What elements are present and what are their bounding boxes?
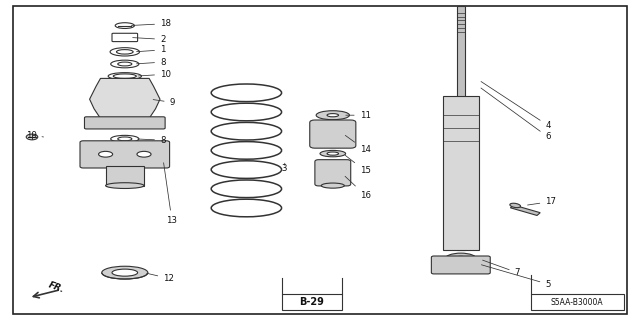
FancyBboxPatch shape <box>84 117 165 129</box>
Ellipse shape <box>327 114 339 117</box>
Text: 16: 16 <box>345 176 371 200</box>
Ellipse shape <box>510 203 520 208</box>
Ellipse shape <box>26 134 38 140</box>
Text: S5AA-B3000A: S5AA-B3000A <box>551 298 604 307</box>
Text: 14: 14 <box>346 135 371 154</box>
FancyBboxPatch shape <box>310 120 356 148</box>
Text: 1: 1 <box>136 45 166 54</box>
Bar <box>443 96 479 250</box>
Text: 2: 2 <box>132 35 166 44</box>
Text: 8: 8 <box>138 136 166 145</box>
Text: 5: 5 <box>481 265 551 289</box>
Text: 18: 18 <box>131 19 171 28</box>
Text: 6: 6 <box>481 88 551 141</box>
Text: 15: 15 <box>345 155 371 175</box>
Ellipse shape <box>316 111 349 120</box>
Text: 17: 17 <box>527 197 556 206</box>
Text: 7: 7 <box>483 260 520 277</box>
Ellipse shape <box>99 151 113 157</box>
Text: 4: 4 <box>481 82 551 130</box>
Text: 19: 19 <box>26 131 44 140</box>
Bar <box>282 294 342 310</box>
Text: 9: 9 <box>153 98 175 107</box>
Ellipse shape <box>320 150 346 157</box>
Text: B-29: B-29 <box>300 297 324 308</box>
Ellipse shape <box>321 183 344 188</box>
Text: 3: 3 <box>282 163 287 172</box>
Bar <box>457 6 465 250</box>
Bar <box>511 205 540 215</box>
Ellipse shape <box>454 256 468 262</box>
Text: 13: 13 <box>164 163 177 225</box>
Text: 12: 12 <box>147 273 174 283</box>
Ellipse shape <box>102 266 148 279</box>
FancyBboxPatch shape <box>80 141 170 168</box>
Polygon shape <box>90 78 160 118</box>
Ellipse shape <box>137 151 151 157</box>
Ellipse shape <box>106 183 144 188</box>
Text: 10: 10 <box>138 70 171 79</box>
FancyBboxPatch shape <box>431 256 490 274</box>
Ellipse shape <box>327 152 339 155</box>
Bar <box>531 294 624 310</box>
Bar <box>106 166 144 186</box>
Text: 8: 8 <box>136 58 166 67</box>
Ellipse shape <box>112 269 138 276</box>
FancyBboxPatch shape <box>315 160 351 186</box>
Ellipse shape <box>445 253 477 265</box>
Text: 11: 11 <box>346 111 371 120</box>
Text: FR.: FR. <box>47 280 65 294</box>
